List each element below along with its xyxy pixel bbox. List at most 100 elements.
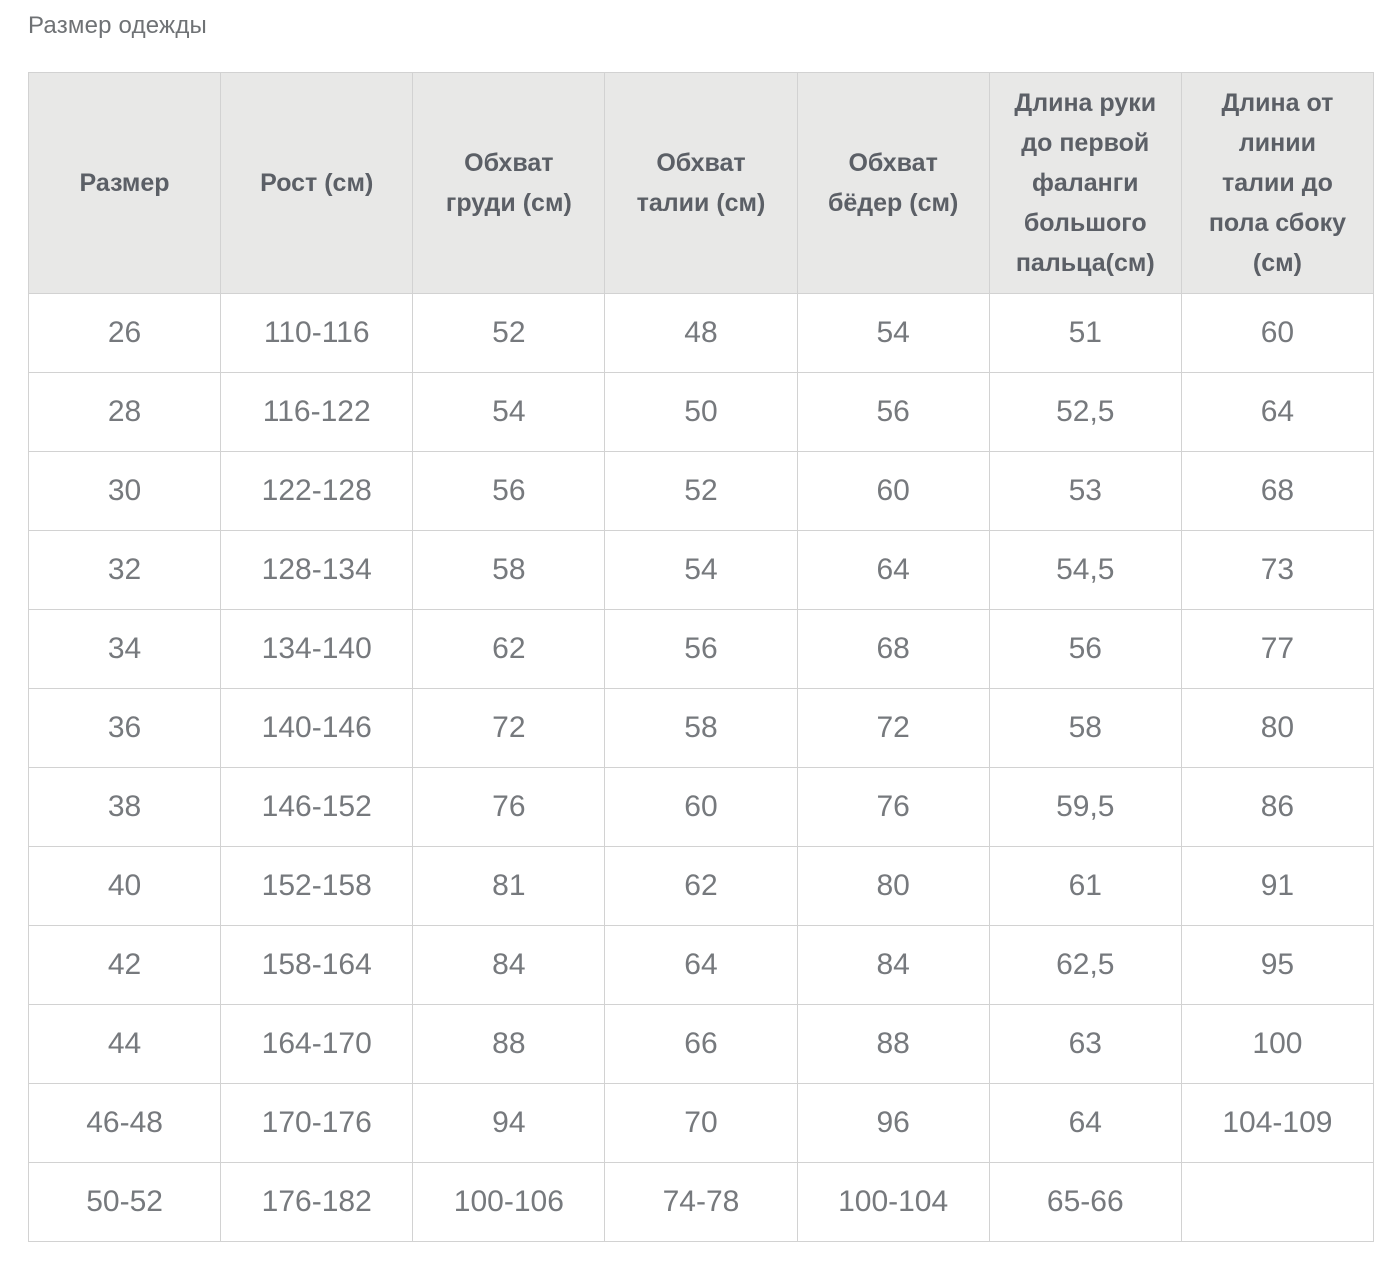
table-row: 28 116-122 54 50 56 52,5 64 — [27, 372, 1375, 452]
table-cell: 88 — [412, 1004, 606, 1084]
table-cell: 152-158 — [220, 846, 414, 926]
table-row: 30 122-128 56 52 60 53 68 — [27, 451, 1375, 531]
table-cell: 134-140 — [220, 609, 414, 689]
header-row: Размер Рост (см) Обхват груди (см) Обхват т… — [27, 72, 1375, 294]
table-row: 32 128-134 58 54 64 54,5 73 — [27, 530, 1375, 610]
table-cell: 63 — [988, 1004, 1182, 1084]
table-cell: 60 — [1180, 293, 1375, 373]
table-cell: 122-128 — [220, 451, 414, 531]
table-cell: 58 — [604, 688, 798, 768]
table-cell: 32 — [27, 530, 222, 610]
table-body: 26 110-116 52 48 54 51 60 28 116-122 54 50 56 52,5 64… — [27, 293, 1375, 1242]
table-cell: 73 — [1180, 530, 1375, 610]
table-cell: 56 — [988, 609, 1182, 689]
table-cell: 88 — [796, 1004, 990, 1084]
table-cell: 64 — [1180, 372, 1375, 452]
table-cell: 50 — [604, 372, 798, 452]
table-cell: 58 — [988, 688, 1182, 768]
table-cell: 56 — [412, 451, 606, 531]
table-cell: 30 — [27, 451, 222, 531]
table-cell: 100-104 — [796, 1162, 990, 1242]
table-cell: 54,5 — [988, 530, 1182, 610]
table-cell: 80 — [796, 846, 990, 926]
table-cell: 56 — [604, 609, 798, 689]
table-cell: 36 — [27, 688, 222, 768]
table-cell: 96 — [796, 1083, 990, 1163]
table-row: 50-52 176-182 100-106 74-78 100-104 65-66 — [27, 1162, 1375, 1242]
column-header: Длина руки до первой фаланги большого па… — [988, 72, 1182, 294]
table-row: 36 140-146 72 58 72 58 80 — [27, 688, 1375, 768]
table-cell: 70 — [604, 1083, 798, 1163]
table-cell: 65-66 — [988, 1162, 1182, 1242]
table-cell: 58 — [412, 530, 606, 610]
table-cell: 26 — [27, 293, 222, 373]
table-cell: 77 — [1180, 609, 1375, 689]
table-row: 34 134-140 62 56 68 56 77 — [27, 609, 1375, 689]
column-header: Обхват груди (см) — [412, 72, 606, 294]
table-cell: 52 — [604, 451, 798, 531]
table-cell: 40 — [27, 846, 222, 926]
table-head: Размер Рост (см) Обхват груди (см) Обхват т… — [27, 72, 1375, 294]
table-row: 26 110-116 52 48 54 51 60 — [27, 293, 1375, 373]
table-cell: 72 — [412, 688, 606, 768]
table-cell: 64 — [988, 1083, 1182, 1163]
table-cell: 38 — [27, 767, 222, 847]
table-cell: 76 — [412, 767, 606, 847]
column-header: Обхват талии (см) — [604, 72, 798, 294]
table-row: 44 164-170 88 66 88 63 100 — [27, 1004, 1375, 1084]
table-cell: 64 — [604, 925, 798, 1005]
table-cell: 62 — [604, 846, 798, 926]
table-cell: 52 — [412, 293, 606, 373]
table-cell: 81 — [412, 846, 606, 926]
column-header: Длина от линии талии до пола сбоку (см) — [1180, 72, 1375, 294]
table-cell: 170-176 — [220, 1083, 414, 1163]
column-header: Рост (см) — [220, 72, 414, 294]
table-cell: 54 — [412, 372, 606, 452]
table-row: 42 158-164 84 64 84 62,5 95 — [27, 925, 1375, 1005]
table-cell: 51 — [988, 293, 1182, 373]
table-cell: 60 — [796, 451, 990, 531]
table-cell: 72 — [796, 688, 990, 768]
table-cell: 66 — [604, 1004, 798, 1084]
size-table: Размер Рост (см) Обхват груди (см) Обхват т… — [27, 72, 1375, 1242]
table-cell: 54 — [604, 530, 798, 610]
table-cell: 52,5 — [988, 372, 1182, 452]
table-cell: 128-134 — [220, 530, 414, 610]
table-cell: 42 — [27, 925, 222, 1005]
column-header: Размер — [27, 72, 222, 294]
table-cell: 34 — [27, 609, 222, 689]
table-cell: 68 — [1180, 451, 1375, 531]
table-cell: 62,5 — [988, 925, 1182, 1005]
table-cell — [1180, 1162, 1375, 1242]
table-cell: 56 — [796, 372, 990, 452]
table-cell: 50-52 — [27, 1162, 222, 1242]
table-cell: 158-164 — [220, 925, 414, 1005]
table-cell: 104-109 — [1180, 1083, 1375, 1163]
table-cell: 48 — [604, 293, 798, 373]
page-title: Размер одежды — [28, 12, 207, 39]
table-cell: 74-78 — [604, 1162, 798, 1242]
table-cell: 62 — [412, 609, 606, 689]
table-cell: 95 — [1180, 925, 1375, 1005]
table-cell: 146-152 — [220, 767, 414, 847]
table-row: 38 146-152 76 60 76 59,5 86 — [27, 767, 1375, 847]
table-cell: 60 — [604, 767, 798, 847]
table-cell: 91 — [1180, 846, 1375, 926]
table-cell: 84 — [412, 925, 606, 1005]
table-cell: 54 — [796, 293, 990, 373]
table-cell: 53 — [988, 451, 1182, 531]
table-cell: 28 — [27, 372, 222, 452]
table-cell: 44 — [27, 1004, 222, 1084]
table-cell: 84 — [796, 925, 990, 1005]
table-cell: 86 — [1180, 767, 1375, 847]
table-cell: 80 — [1180, 688, 1375, 768]
table-cell: 76 — [796, 767, 990, 847]
table-cell: 176-182 — [220, 1162, 414, 1242]
table-cell: 68 — [796, 609, 990, 689]
table-cell: 116-122 — [220, 372, 414, 452]
table-cell: 59,5 — [988, 767, 1182, 847]
table-cell: 100 — [1180, 1004, 1375, 1084]
table-cell: 46-48 — [27, 1083, 222, 1163]
table-cell: 110-116 — [220, 293, 414, 373]
